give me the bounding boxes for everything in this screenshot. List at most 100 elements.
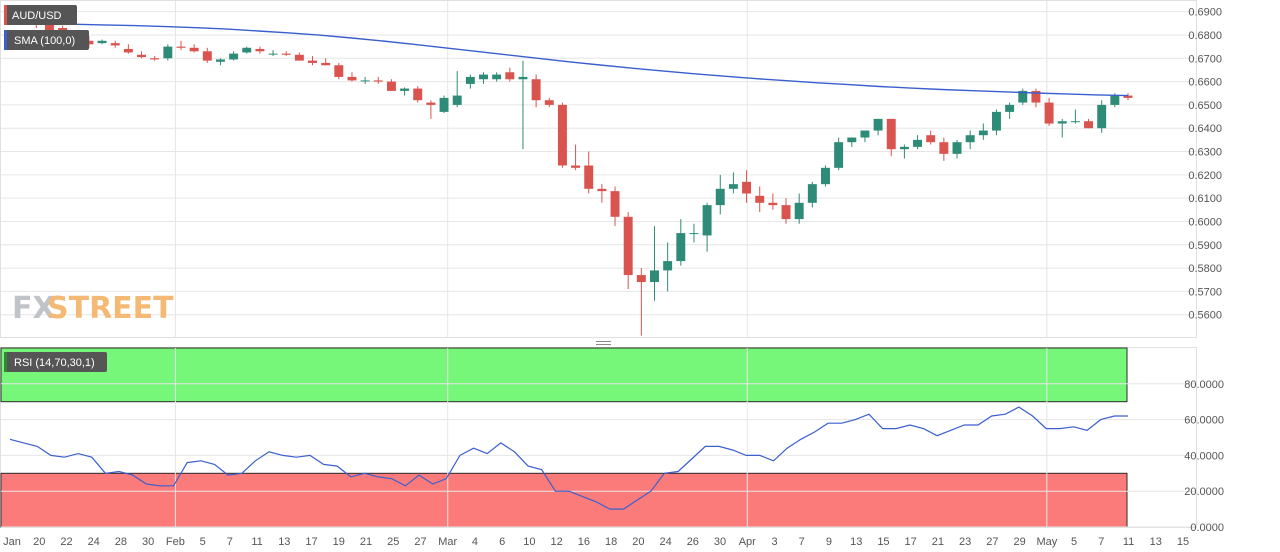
candle-body — [926, 135, 936, 143]
x-tick-label: 28 — [115, 536, 127, 548]
candle-body — [426, 102, 436, 105]
candle-body — [689, 233, 699, 235]
x-tick-label: 4 — [472, 536, 478, 548]
candle — [189, 44, 199, 53]
watermark-part2: STREET — [47, 291, 174, 326]
candle — [952, 139, 962, 159]
candle-body — [650, 270, 659, 283]
price-tick-label: 0.6500 — [1188, 100, 1222, 112]
candle — [821, 165, 830, 187]
candle — [755, 186, 765, 213]
price-tick-label: 0.6300 — [1188, 147, 1222, 159]
candle — [636, 268, 646, 336]
candle — [386, 79, 396, 91]
candle-body — [229, 53, 239, 60]
candle — [123, 44, 133, 54]
sma-badge-marker — [4, 30, 7, 50]
x-tick-label: 7 — [227, 536, 233, 548]
rsi-badge[interactable]: RSI (14,70,30,1) — [4, 352, 107, 372]
candle — [702, 202, 712, 252]
candle — [768, 193, 778, 210]
candle — [347, 72, 357, 82]
candle — [268, 50, 278, 56]
candle-body — [728, 184, 738, 189]
price-tick-label: 0.6200 — [1188, 170, 1222, 182]
panel-resize-handle[interactable] — [593, 340, 613, 346]
x-tick-label: 15 — [877, 536, 889, 548]
candle-body — [571, 165, 581, 168]
x-tick-label: 5 — [200, 536, 206, 548]
price-tick-label: 0.5600 — [1188, 310, 1222, 322]
candle — [597, 184, 607, 203]
candle-body — [1031, 90, 1041, 103]
candle-body — [163, 46, 173, 59]
x-tick-label: 13 — [1150, 536, 1162, 548]
x-tick-label: 30 — [142, 536, 154, 548]
watermark-part1: FX — [12, 291, 56, 326]
rsi-tick-label: 0.0000 — [1190, 522, 1224, 534]
candle — [137, 51, 147, 59]
candle — [518, 60, 528, 150]
candle-body — [202, 51, 212, 61]
x-tick-label: 16 — [578, 536, 590, 548]
candle-body — [137, 54, 147, 58]
candle-body — [913, 139, 923, 147]
rsi-line — [9, 406, 1128, 510]
price-tick-label: 0.6100 — [1188, 193, 1222, 205]
candle — [860, 130, 870, 143]
candle-body — [176, 46, 186, 48]
candle-body — [1044, 102, 1054, 124]
candle — [439, 95, 449, 114]
candle-body — [610, 191, 620, 217]
candle — [794, 193, 804, 224]
fxstreet-watermark: FX STREET — [12, 291, 174, 326]
x-tick-label: 17 — [305, 536, 317, 548]
x-tick-label: 30 — [714, 536, 726, 548]
candle — [557, 102, 567, 168]
candle-body — [623, 216, 633, 276]
candle-body — [400, 88, 410, 91]
candle — [886, 118, 896, 157]
candle — [215, 58, 225, 66]
candle-body — [807, 184, 817, 203]
candle-body — [834, 142, 844, 168]
price-tick-label: 0.5900 — [1188, 240, 1222, 252]
candle — [373, 76, 383, 84]
x-tick-label: 24 — [88, 536, 100, 548]
candle-body — [847, 137, 857, 143]
x-tick-label: 22 — [60, 536, 72, 548]
candle-body — [1018, 90, 1028, 103]
candle-body — [886, 118, 896, 150]
candle — [1005, 102, 1015, 119]
symbol-badge-bg — [4, 5, 77, 25]
candle — [689, 223, 699, 243]
x-tick-label: Mar — [438, 536, 457, 548]
candle-body — [321, 62, 331, 66]
candle — [308, 55, 317, 66]
candle-body — [492, 74, 502, 80]
candle — [834, 137, 844, 171]
candlesticks — [5, 11, 1133, 336]
candle-body — [189, 47, 199, 52]
x-tick-label: 21 — [932, 536, 944, 548]
x-tick-label: 29 — [1013, 536, 1025, 548]
candle-body — [242, 47, 252, 53]
candle-body — [215, 59, 225, 62]
candle — [913, 135, 923, 150]
candle-body — [1084, 121, 1094, 129]
candle-body — [939, 142, 949, 154]
candle — [176, 40, 186, 51]
candle-body — [544, 100, 554, 105]
x-tick-label: 9 — [826, 536, 832, 548]
candle-body — [373, 80, 383, 82]
candle-body — [702, 205, 712, 236]
candle — [334, 62, 344, 80]
candle-body — [150, 58, 160, 60]
candle — [255, 46, 265, 54]
candle — [294, 52, 304, 61]
x-tick-label: 11 — [1123, 536, 1134, 548]
candle-body — [123, 48, 133, 53]
symbol-badge[interactable]: AUD/USD — [4, 5, 77, 25]
sma-badge[interactable]: SMA (100,0) — [4, 30, 89, 50]
candle — [229, 51, 239, 61]
